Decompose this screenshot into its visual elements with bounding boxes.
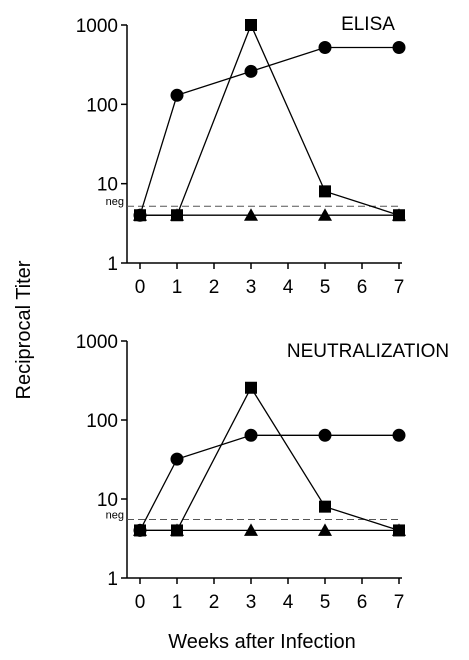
panel-title: ELISA: [341, 14, 395, 35]
data-point-circle: [318, 428, 332, 442]
series-line-square: [140, 23, 400, 216]
data-point-triangle: [244, 208, 258, 221]
data-point-circle: [392, 41, 406, 55]
x-tick-label: 0: [135, 592, 146, 613]
data-point-circle: [318, 41, 332, 55]
x-tick-label: 7: [394, 592, 405, 613]
y-tick-label: 10: [97, 175, 118, 196]
y-tick-label: 1000: [76, 332, 118, 353]
data-point-triangle: [392, 523, 406, 536]
x-tick-label: 3: [246, 277, 257, 298]
x-tick-label: 0: [135, 277, 146, 298]
data-point-triangle: [170, 208, 184, 221]
y-tick-label: 1: [107, 569, 118, 590]
data-point-square: [319, 185, 331, 198]
data-point-square: [245, 381, 257, 394]
x-tick-label: 2: [209, 277, 220, 298]
data-point-circle: [244, 428, 258, 442]
data-point-triangle: [392, 208, 406, 221]
x-tick-label: 6: [357, 277, 368, 298]
y-tick-label: 1: [107, 254, 118, 275]
y-tick-label: 10: [97, 490, 118, 511]
panel-title: NEUTRALIZATION: [287, 341, 449, 362]
data-point-triangle: [244, 523, 258, 536]
series-line-circle: [139, 46, 399, 216]
x-tick-label: 5: [320, 592, 331, 613]
y-tick-label: 1000: [76, 16, 118, 37]
x-tick-label: 2: [209, 592, 220, 613]
y-axis-title: Reciprocal Titer: [13, 260, 35, 399]
data-point-circle: [170, 452, 184, 466]
y-tick-label: 100: [86, 95, 118, 116]
data-point-triangle: [133, 208, 147, 221]
data-point-triangle: [170, 523, 184, 536]
negative-cutoff-label: neg: [106, 196, 124, 208]
x-axis-title: Weeks after Infection: [168, 631, 356, 653]
x-tick-label: 3: [246, 592, 257, 613]
x-tick-label: 1: [172, 277, 183, 298]
x-tick-label: 5: [320, 277, 331, 298]
series-line-circle: [139, 434, 399, 531]
data-point-square: [319, 500, 331, 513]
x-tick-label: 1: [172, 592, 183, 613]
x-tick-label: 7: [394, 277, 405, 298]
data-point-triangle: [318, 523, 332, 536]
data-point-circle: [170, 88, 184, 102]
y-tick-label: 100: [86, 411, 118, 432]
data-point-square: [245, 19, 257, 31]
negative-cutoff-label: neg: [106, 510, 124, 522]
x-tick-label: 6: [357, 592, 368, 613]
data-point-triangle: [133, 523, 147, 536]
x-tick-label: 4: [283, 592, 294, 613]
data-point-circle: [244, 64, 258, 78]
data-point-circle: [392, 428, 406, 442]
data-point-triangle: [318, 208, 332, 221]
x-tick-label: 4: [283, 277, 294, 298]
